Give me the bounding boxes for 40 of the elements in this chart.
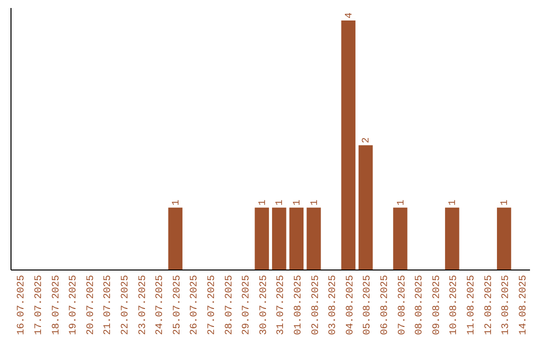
data-label: 1 (396, 200, 408, 206)
data-label: 2 (362, 137, 373, 144)
x-tick-label: 07.08.2025 (397, 275, 408, 336)
x-tick-label: 25.07.2025 (172, 275, 184, 336)
x-tick-label: 18.07.2025 (51, 275, 62, 336)
x-tick-label: 23.07.2025 (138, 275, 149, 336)
data-label: 1 (171, 200, 182, 206)
x-tick-label: 19.07.2025 (68, 275, 80, 336)
x-tick-label: 17.07.2025 (34, 275, 45, 336)
data-label: 1 (310, 200, 321, 206)
data-label: 1 (500, 200, 512, 206)
x-tick-label: 20.07.2025 (86, 275, 97, 336)
x-tick-label: 30.07.2025 (258, 275, 270, 336)
x-tick-label: 01.08.2025 (293, 275, 304, 336)
x-tick-label: 24.07.2025 (155, 275, 166, 336)
data-label: 1 (448, 200, 460, 206)
x-tick-label: 28.07.2025 (224, 275, 236, 336)
data-label: 1 (258, 200, 269, 206)
x-tick-label: 08.08.2025 (414, 275, 426, 336)
x-tick-label: 13.08.2025 (501, 275, 512, 336)
x-tick-label: 29.07.2025 (242, 275, 253, 336)
x-tick-label: 04.08.2025 (345, 275, 356, 336)
x-tick-label: 27.07.2025 (206, 275, 218, 336)
x-tick-label: 11.08.2025 (466, 275, 478, 336)
data-label: 4 (344, 12, 356, 18)
x-tick-label: 10.08.2025 (449, 275, 460, 336)
x-tick-label: 22.07.2025 (120, 275, 132, 336)
x-tick-label: 16.07.2025 (16, 275, 28, 336)
x-tick-label: 03.08.2025 (328, 275, 340, 336)
x-tick-label: 09.08.2025 (432, 275, 443, 336)
x-tick-label: 02.08.2025 (310, 275, 322, 336)
x-tick-label: 06.08.2025 (380, 275, 391, 336)
x-tick-label: 14.08.2025 (518, 275, 530, 336)
x-tick-label: 26.07.2025 (190, 275, 201, 336)
data-label: 1 (275, 200, 286, 206)
x-tick-label: 21.07.2025 (103, 275, 114, 336)
x-tick-label: 12.08.2025 (484, 275, 495, 336)
x-tick-label: 31.07.2025 (276, 275, 288, 336)
data-label: 1 (292, 200, 304, 206)
x-tick-label: 05.08.2025 (362, 275, 374, 336)
